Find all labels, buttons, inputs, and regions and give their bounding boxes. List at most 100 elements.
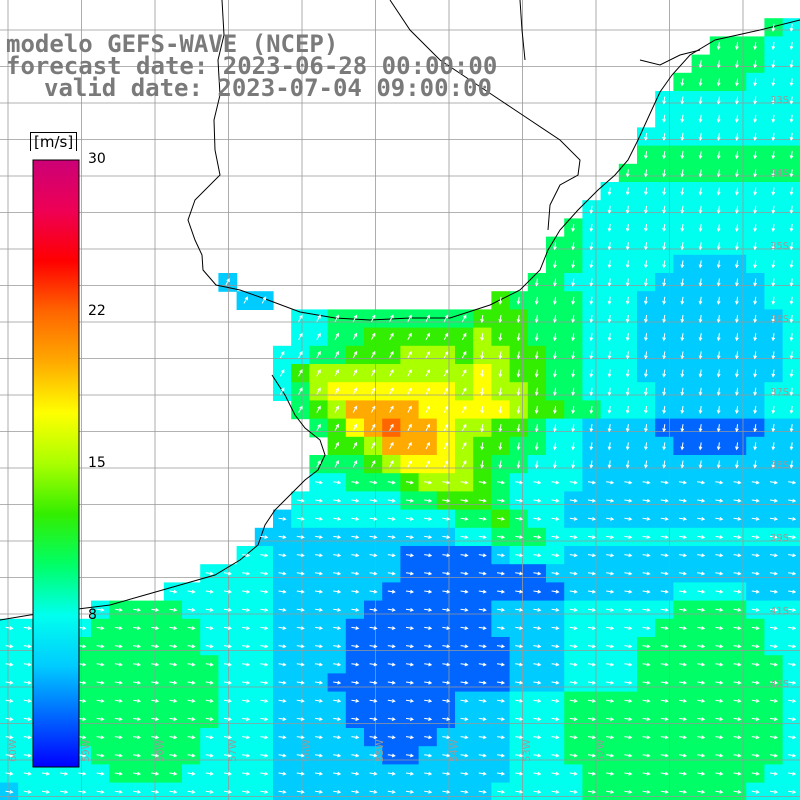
wind-arrow <box>569 626 578 630</box>
wind-arrow <box>424 680 433 685</box>
wind-arrow <box>788 735 797 740</box>
longitude-label: 59W <box>81 739 92 762</box>
wind-arrow <box>424 553 433 558</box>
wind-arrow <box>533 662 542 667</box>
wind-arrow <box>624 753 633 758</box>
inland-border-path-2 <box>519 0 526 61</box>
wind-arrow <box>678 626 688 630</box>
wind-arrow <box>442 553 451 558</box>
wind-arrow <box>351 735 360 740</box>
wind-arrow <box>769 498 779 503</box>
wind-arrow <box>716 314 721 324</box>
wind-arrow <box>733 608 742 612</box>
wind-arrow <box>698 223 703 233</box>
wind-arrow <box>278 535 287 539</box>
wind-arrow <box>733 644 742 649</box>
wind-arrow <box>78 771 87 776</box>
wind-arrow <box>771 460 776 469</box>
wind-arrow <box>387 735 396 740</box>
wind-arrow <box>533 517 542 521</box>
wind-arrow <box>223 753 233 758</box>
wind-arrow <box>443 332 449 341</box>
wind-arrow <box>662 187 666 196</box>
wind-arrow <box>41 771 51 776</box>
wind-arrow <box>551 717 560 721</box>
wind-arrow <box>278 589 287 594</box>
wind-arrow <box>607 260 612 269</box>
wind-arrow <box>716 260 721 269</box>
wind-arrow <box>223 662 233 667</box>
wind-arrow <box>5 680 14 685</box>
wind-arrow <box>698 296 703 305</box>
wind-arrow <box>551 626 560 630</box>
wind-arrow <box>442 717 451 721</box>
wind-arrow <box>351 626 360 630</box>
wind-arrow <box>571 405 575 415</box>
colorbar-tick-22: 22 <box>88 303 106 319</box>
wind-arrow <box>424 717 433 721</box>
wind-arrow <box>442 735 451 740</box>
wind-arrow <box>260 753 269 758</box>
wind-arrow <box>460 626 469 630</box>
wind-arrow <box>698 460 703 469</box>
wind-arrow <box>78 644 87 649</box>
wind-arrow <box>334 332 339 341</box>
wind-arrow <box>551 790 560 794</box>
wind-arrow <box>425 332 430 341</box>
wind-arrow <box>480 351 484 360</box>
wind-arrow <box>569 608 578 612</box>
wind-arrow <box>606 589 615 594</box>
wind-arrow <box>187 680 196 685</box>
wind-arrow <box>642 589 651 594</box>
wind-arrow <box>242 771 251 776</box>
wind-arrow <box>480 369 484 378</box>
wind-arrow <box>314 717 324 721</box>
wind-arrow <box>571 314 575 324</box>
wind-arrow <box>260 608 269 612</box>
wind-arrow <box>533 571 542 576</box>
wind-arrow <box>569 735 578 740</box>
wind-arrow <box>751 771 760 776</box>
wind-arrow <box>442 680 451 685</box>
wind-arrow <box>642 535 651 539</box>
wind-arrow <box>698 278 703 287</box>
wind-arrow <box>589 387 594 396</box>
wind-arrow <box>606 626 615 630</box>
wind-arrow <box>387 608 396 612</box>
wind-arrow <box>205 644 214 649</box>
wind-arrow <box>589 442 594 451</box>
wind-arrow <box>405 535 415 539</box>
wind-arrow <box>569 662 578 667</box>
wind-arrow <box>751 517 760 521</box>
wind-arrow <box>678 535 688 539</box>
inland-border-path-3 <box>639 49 701 66</box>
wind-arrow <box>478 517 487 521</box>
wind-arrow <box>442 753 451 758</box>
wind-arrow <box>316 387 321 395</box>
wind-arrow <box>533 753 542 758</box>
wind-arrow <box>407 314 412 322</box>
wind-arrow <box>314 498 324 503</box>
wind-arrow <box>352 405 358 413</box>
wind-arrow <box>678 480 688 485</box>
wind-arrow <box>461 314 467 322</box>
wind-arrow <box>424 517 433 521</box>
wind-arrow <box>478 771 487 776</box>
wind-arrow <box>515 699 524 703</box>
wind-arrow <box>625 314 630 324</box>
wind-arrow <box>644 132 648 142</box>
wind-arrow <box>624 571 633 576</box>
wind-arrow <box>789 296 794 305</box>
wind-arrow <box>60 790 69 794</box>
longitude-label: 55W <box>375 739 386 762</box>
wind-arrow <box>769 753 779 758</box>
wind-arrow <box>405 480 415 485</box>
longitude-label: 54W <box>449 739 460 762</box>
wind-arrow <box>789 369 794 378</box>
wind-arrow <box>296 571 305 576</box>
wind-arrow <box>296 790 305 794</box>
wind-arrow <box>788 498 797 503</box>
wind-arrow <box>279 350 285 359</box>
wind-arrow <box>625 369 630 378</box>
wind-arrow <box>242 753 251 758</box>
